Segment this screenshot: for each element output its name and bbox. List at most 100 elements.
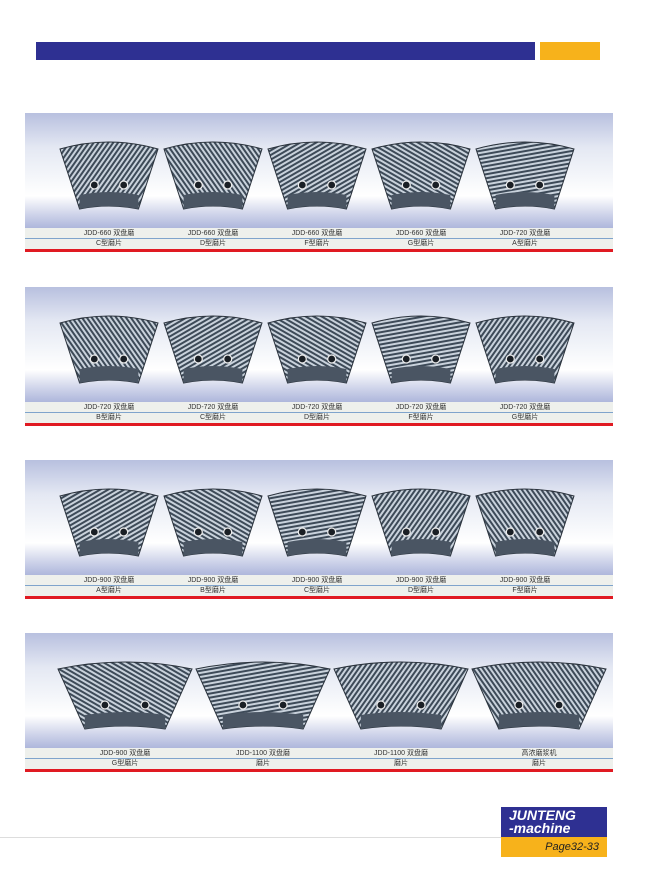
- product-model: JDD-720 双盘磨: [395, 404, 447, 411]
- grinding-plate-image: [57, 661, 193, 730]
- label-divider: [25, 585, 613, 586]
- red-divider: [25, 596, 613, 599]
- product-model: JDD-660 双盘磨: [187, 230, 239, 237]
- grinding-plate-image: [371, 488, 471, 557]
- product-model: JDD-720 双盘磨: [83, 404, 135, 411]
- product-section: JDD-720 双盘磨 B型磨片 JDD-720 双盘磨 C型磨片 JDD-720 …: [25, 287, 613, 428]
- product-section: JDD-900 双盘磨 G型磨片 JDD-1100 双盘磨 磨片 JDD-1100 …: [25, 633, 613, 774]
- product-item: 高浓磨浆机 磨片: [469, 633, 609, 769]
- label-divider: [25, 238, 613, 239]
- product-item: JDD-900 双盘磨 D型磨片: [369, 460, 473, 596]
- product-type: F型磨片: [512, 587, 538, 594]
- product-section: JDD-900 双盘磨 A型磨片 JDD-900 双盘磨 B型磨片 JDD-900 …: [25, 460, 613, 601]
- header-bar: [36, 42, 535, 60]
- product-type: C型磨片: [303, 587, 331, 594]
- product-type: G型磨片: [511, 414, 539, 421]
- product-type: D型磨片: [303, 414, 331, 421]
- grinding-plate-image: [195, 661, 331, 730]
- brand-logo: JUNTENG -machine Page32-33: [501, 807, 607, 857]
- label-strip: [25, 748, 613, 769]
- label-divider: [25, 412, 613, 413]
- product-type: A型磨片: [512, 240, 538, 247]
- product-type: A型磨片: [96, 587, 122, 594]
- page-number: Page32-33: [501, 837, 607, 857]
- product-model: JDD-1100 双盘磨: [236, 750, 290, 757]
- footer-rule: [0, 837, 501, 838]
- product-model: JDD-1100 双盘磨: [374, 750, 428, 757]
- product-item: JDD-720 双盘磨 C型磨片: [161, 287, 265, 423]
- product-type: B型磨片: [96, 414, 122, 421]
- grinding-plate-image: [163, 141, 263, 210]
- grinding-plate-image: [267, 315, 367, 384]
- grinding-plate-image: [371, 141, 471, 210]
- product-model: JDD-900 双盘磨: [499, 577, 551, 584]
- label-strip: [25, 575, 613, 596]
- product-type: 磨片: [256, 760, 270, 767]
- grinding-plate-image: [59, 141, 159, 210]
- product-item: JDD-1100 双盘磨 磨片: [331, 633, 471, 769]
- product-item: JDD-660 双盘磨 F型磨片: [265, 113, 369, 249]
- product-item: JDD-720 双盘磨 D型磨片: [265, 287, 369, 423]
- product-type: G型磨片: [111, 760, 139, 767]
- grinding-plate-image: [471, 661, 607, 730]
- product-item: JDD-1100 双盘磨 磨片: [193, 633, 333, 769]
- product-item: JDD-720 双盘磨 B型磨片: [57, 287, 161, 423]
- product-model: JDD-660 双盘磨: [395, 230, 447, 237]
- product-type: 磨片: [532, 760, 546, 767]
- product-type: C型磨片: [199, 414, 227, 421]
- label-strip: [25, 228, 613, 249]
- product-item: JDD-660 双盘磨 D型磨片: [161, 113, 265, 249]
- grinding-plate-image: [371, 315, 471, 384]
- grinding-plate-image: [475, 315, 575, 384]
- product-type: F型磨片: [304, 240, 330, 247]
- product-item: JDD-720 双盘磨 G型磨片: [473, 287, 577, 423]
- grinding-plate-image: [475, 141, 575, 210]
- product-item: JDD-900 双盘磨 F型磨片: [473, 460, 577, 596]
- product-item: JDD-900 双盘磨 C型磨片: [265, 460, 369, 596]
- product-model: JDD-660 双盘磨: [83, 230, 135, 237]
- product-type: B型磨片: [200, 587, 226, 594]
- product-model: JDD-900 双盘磨: [291, 577, 343, 584]
- grinding-plate-image: [333, 661, 469, 730]
- product-item: JDD-900 双盘磨 G型磨片: [55, 633, 195, 769]
- product-type: C型磨片: [95, 240, 123, 247]
- product-model: JDD-720 双盘磨: [499, 230, 551, 237]
- red-divider: [25, 249, 613, 252]
- product-model: 高浓磨浆机: [521, 750, 557, 757]
- product-model: JDD-720 双盘磨: [499, 404, 551, 411]
- product-model: JDD-900 双盘磨: [187, 577, 239, 584]
- product-item: JDD-720 双盘磨 A型磨片: [473, 113, 577, 249]
- grinding-plate-image: [163, 315, 263, 384]
- product-type: D型磨片: [199, 240, 227, 247]
- product-model: JDD-900 双盘磨: [99, 750, 151, 757]
- product-model: JDD-900 双盘磨: [395, 577, 447, 584]
- product-item: JDD-900 双盘磨 B型磨片: [161, 460, 265, 596]
- product-section: JDD-660 双盘磨 C型磨片 JDD-660 双盘磨 D型磨片 JDD-660 …: [25, 113, 613, 254]
- grinding-plate-image: [59, 488, 159, 557]
- product-type: 磨片: [394, 760, 408, 767]
- product-type: D型磨片: [407, 587, 435, 594]
- grinding-plate-image: [475, 488, 575, 557]
- grinding-plate-image: [267, 488, 367, 557]
- grinding-plate-image: [59, 315, 159, 384]
- product-item: JDD-660 双盘磨 C型磨片: [57, 113, 161, 249]
- header-accent: [540, 42, 600, 60]
- logo-line2: -machine: [509, 820, 571, 836]
- product-type: F型磨片: [408, 414, 434, 421]
- product-item: JDD-900 双盘磨 A型磨片: [57, 460, 161, 596]
- product-model: JDD-900 双盘磨: [83, 577, 135, 584]
- product-model: JDD-660 双盘磨: [291, 230, 343, 237]
- label-divider: [25, 758, 613, 759]
- logo-line1: JUNTENG: [509, 807, 576, 823]
- product-model: JDD-720 双盘磨: [187, 404, 239, 411]
- product-model: JDD-720 双盘磨: [291, 404, 343, 411]
- label-strip: [25, 402, 613, 423]
- product-item: JDD-660 双盘磨 G型磨片: [369, 113, 473, 249]
- grinding-plate-image: [163, 488, 263, 557]
- product-type: G型磨片: [407, 240, 435, 247]
- red-divider: [25, 423, 613, 426]
- product-item: JDD-720 双盘磨 F型磨片: [369, 287, 473, 423]
- red-divider: [25, 769, 613, 772]
- grinding-plate-image: [267, 141, 367, 210]
